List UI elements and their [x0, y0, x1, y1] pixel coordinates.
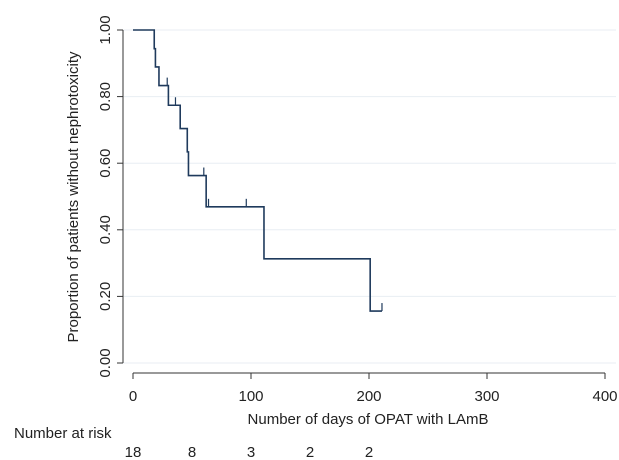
x-tick-label-1: 100 [238, 388, 263, 405]
risk-table-label: Number at risk [14, 425, 112, 442]
y-tick-label-4: 0.80 [97, 82, 114, 111]
y-tick-label-3: 0.60 [97, 149, 114, 178]
survival-curve [133, 29, 382, 312]
gridlines [123, 29, 616, 364]
x-tick-label-2: 200 [356, 388, 381, 405]
risk-table: 18 8 3 2 2 [125, 444, 374, 460]
y-tick-label-0: 0.00 [97, 348, 114, 377]
y-tick-label-2: 0.40 [97, 215, 114, 244]
x-axis: 0 100 200 300 400 [129, 372, 618, 405]
risk-value-0: 18 [125, 444, 142, 460]
x-tick-label-3: 300 [474, 388, 499, 405]
x-axis-title: Number of days of OPAT with LAmB [248, 411, 489, 428]
risk-value-1: 8 [188, 444, 196, 460]
risk-value-4: 2 [365, 444, 373, 460]
risk-value-2: 3 [247, 444, 255, 460]
survival-line-0 [133, 29, 382, 312]
x-tick-label-4: 400 [592, 388, 617, 405]
y-axis-title: Proportion of patients without nephrotox… [65, 51, 82, 342]
y-axis: 0.00 0.20 0.40 0.60 0.80 1.00 [97, 15, 124, 378]
x-tick-label-0: 0 [129, 388, 137, 405]
y-tick-label-5: 1.00 [97, 15, 114, 44]
censor-marks [166, 77, 383, 312]
risk-value-3: 2 [306, 444, 314, 460]
y-tick-label-1: 0.20 [97, 282, 114, 311]
